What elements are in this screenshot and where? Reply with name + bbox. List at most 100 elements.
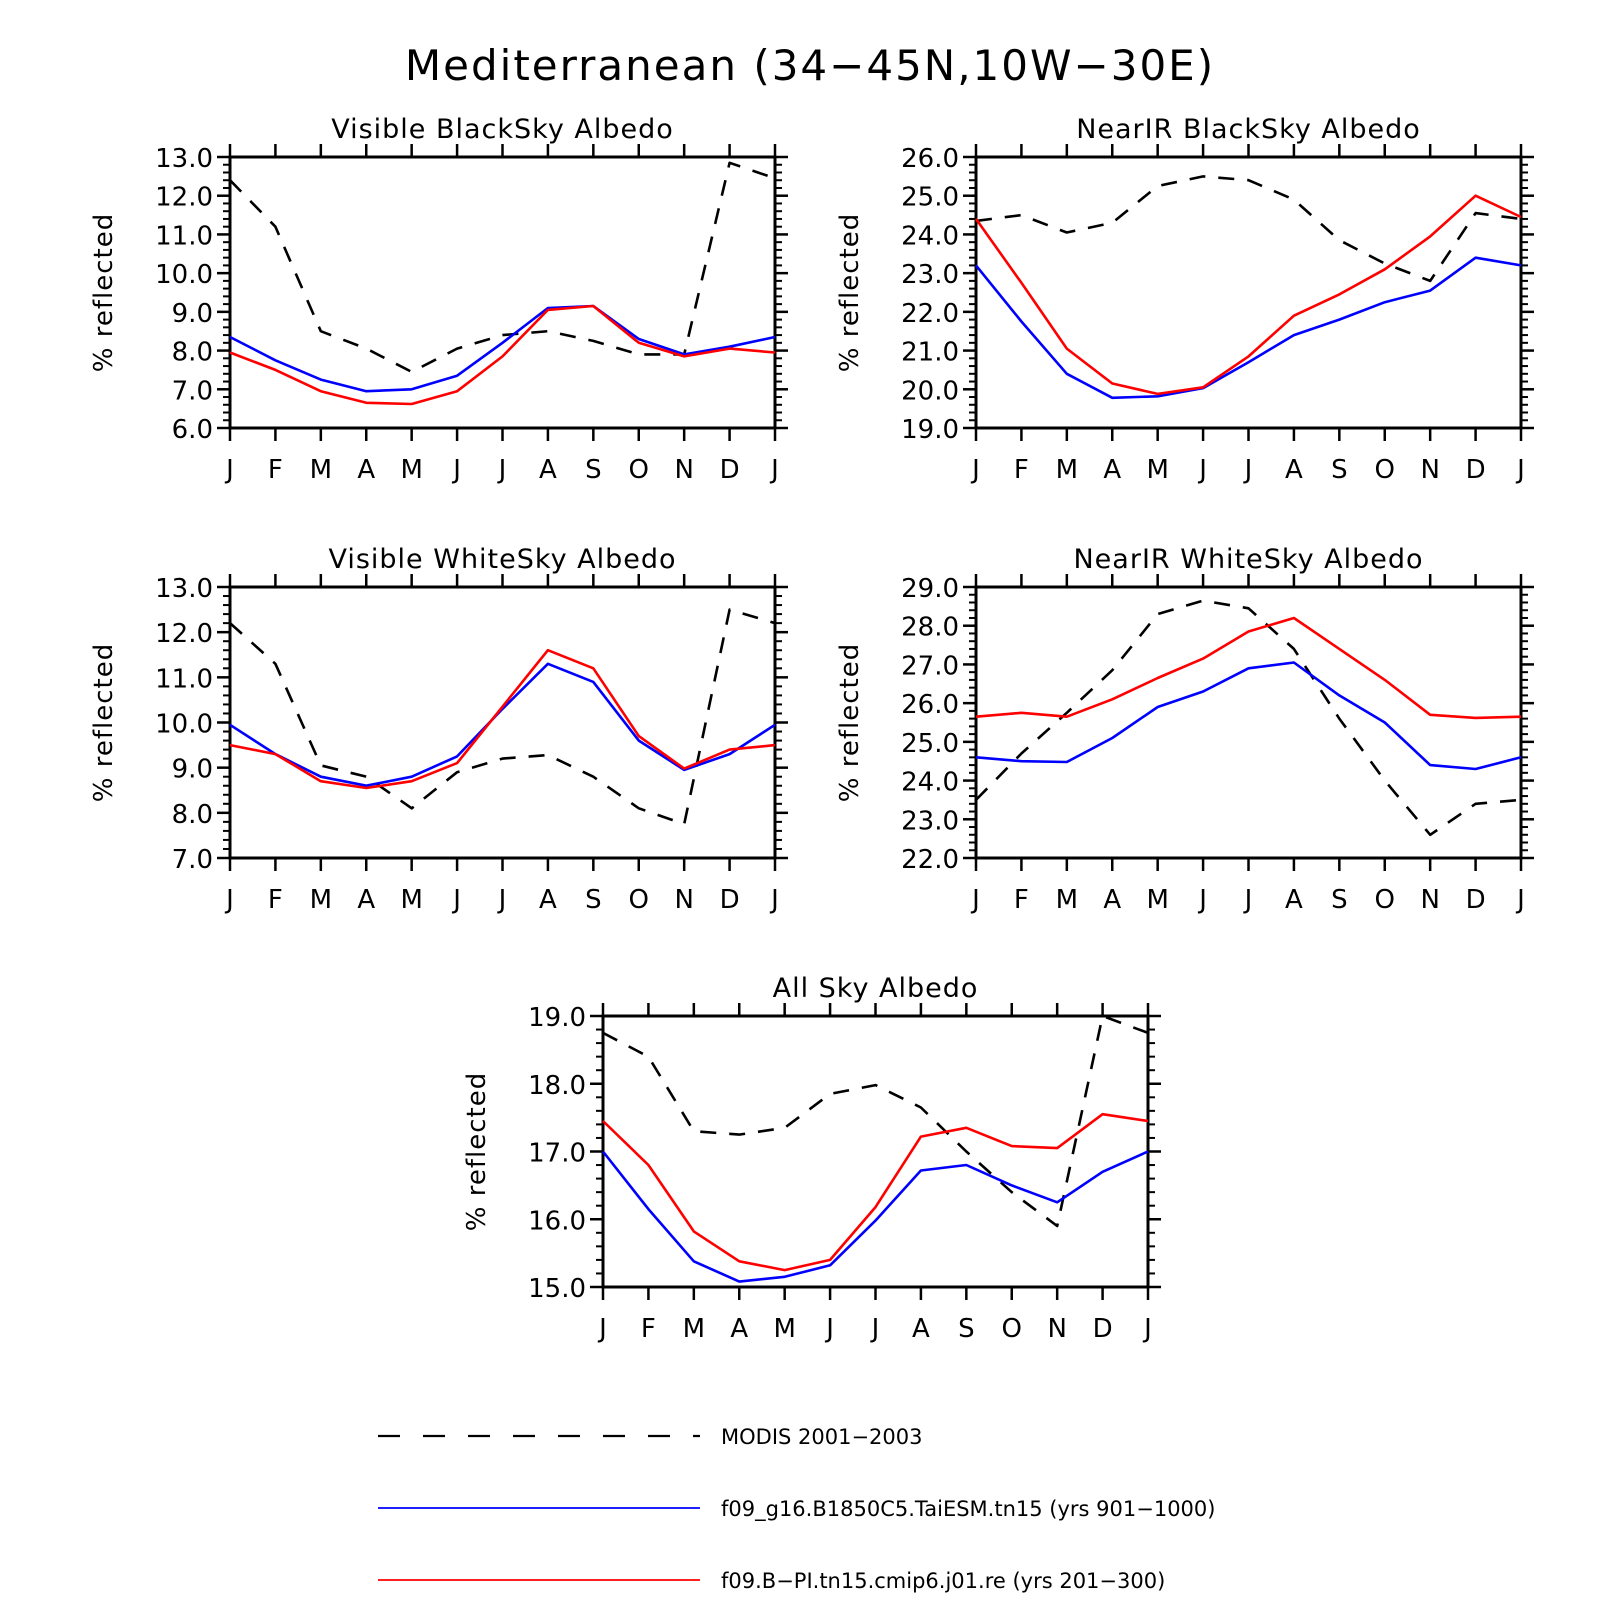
modis-line	[229, 608, 776, 826]
x-tick-label: M	[683, 1314, 705, 1344]
x-tick-label: M	[773, 1314, 795, 1344]
x-tick-label: S	[1331, 455, 1348, 485]
y-tick-label: 9.0	[172, 755, 213, 785]
y-axis-label: % reflected	[835, 643, 865, 802]
x-tick-label: A	[1285, 455, 1303, 485]
legend: MODIS 2001−2003 f09_g16.B1850C5.TaiESM.tn…	[378, 1425, 1215, 1593]
y-tick-label: 25.0	[901, 729, 959, 759]
plot-frame	[974, 585, 1523, 860]
x-tick-label: J	[1243, 455, 1253, 485]
plot-frame	[974, 155, 1523, 430]
y-tick-label: 22.0	[901, 845, 959, 875]
x-tick-label: J	[970, 885, 980, 915]
x-tick-label: A	[357, 885, 375, 915]
legend-label: f09.B−PI.tn15.cmip6.j01.re (yrs 201−300)	[721, 1569, 1165, 1593]
modis-line	[229, 161, 776, 374]
y-tick-label: 12.0	[155, 183, 213, 213]
y-tick-label: 23.0	[901, 260, 959, 290]
x-tick-label: S	[958, 1314, 975, 1344]
y-tick-label: 26.0	[901, 144, 959, 174]
y-tick-label: 21.0	[901, 338, 959, 368]
modis-line	[975, 599, 1522, 837]
x-tick-label: A	[1285, 885, 1303, 915]
x-tick-label: J	[224, 455, 234, 485]
y-axis-label: % reflected	[835, 213, 865, 372]
legend-label: MODIS 2001−2003	[721, 1425, 923, 1449]
y-tick-label: 11.0	[155, 664, 213, 694]
x-tick-label: F	[268, 455, 283, 485]
x-tick-label: J	[497, 455, 507, 485]
x-tick-label: D	[720, 455, 740, 485]
x-tick-label: A	[539, 885, 557, 915]
y-tick-label: 29.0	[901, 574, 959, 604]
x-tick-label: A	[1103, 455, 1121, 485]
x-tick-label: M	[400, 455, 422, 485]
x-tick-label: O	[629, 885, 649, 915]
cmip6-line	[975, 616, 1522, 720]
y-tick-label: 13.0	[155, 574, 213, 604]
y-tick-label: 7.0	[172, 376, 213, 406]
panel-title: Visible WhiteSky Albedo	[328, 544, 676, 575]
taiesm-line	[229, 662, 776, 788]
panel-title: Visible BlackSky Albedo	[331, 114, 674, 145]
x-tick-label: J	[1197, 885, 1207, 915]
x-tick-label: M	[1056, 885, 1078, 915]
x-tick-label: N	[1420, 455, 1439, 485]
y-axis-label: % reflected	[462, 1072, 492, 1231]
y-tick-label: 9.0	[172, 299, 213, 329]
x-tick-label: F	[1014, 455, 1029, 485]
x-tick-label: O	[629, 455, 649, 485]
y-tick-label: 13.0	[155, 144, 213, 174]
taiesm-line	[975, 661, 1522, 771]
y-tick-label: 8.0	[172, 800, 213, 830]
x-tick-label: M	[1146, 885, 1168, 915]
x-tick-label: A	[1103, 885, 1121, 915]
y-axis-label: % reflected	[89, 643, 119, 802]
x-tick-label: A	[730, 1314, 748, 1344]
y-tick-label: 19.0	[528, 1003, 586, 1033]
x-tick-label: J	[1515, 885, 1525, 915]
y-tick-label: 16.0	[528, 1206, 586, 1236]
x-tick-label: F	[641, 1314, 656, 1344]
modis-line	[602, 1014, 1149, 1228]
x-tick-label: O	[1002, 1314, 1022, 1344]
y-tick-label: 24.0	[901, 768, 959, 798]
cmip6-line	[974, 194, 1522, 396]
x-tick-label: J	[1515, 455, 1525, 485]
y-tick-label: 15.0	[528, 1274, 586, 1304]
y-tick-label: 28.0	[901, 613, 959, 643]
x-tick-label: O	[1375, 455, 1395, 485]
panel-title: NearIR WhiteSky Albedo	[1073, 544, 1423, 575]
x-tick-label: M	[400, 885, 422, 915]
cmip6-line	[602, 1112, 1149, 1272]
plot-frame	[601, 1014, 1150, 1289]
x-tick-label: J	[769, 455, 779, 485]
x-tick-label: S	[1331, 885, 1348, 915]
x-tick-label: A	[912, 1314, 930, 1344]
x-tick-label: D	[720, 885, 740, 915]
legend-label: f09_g16.B1850C5.TaiESM.tn15 (yrs 901−100…	[721, 1497, 1215, 1522]
x-tick-label: J	[451, 885, 461, 915]
y-axis-label: % reflected	[89, 213, 119, 372]
x-tick-label: N	[674, 455, 693, 485]
x-tick-label: J	[451, 455, 461, 485]
x-tick-label: N	[674, 885, 693, 915]
x-tick-label: O	[1375, 885, 1395, 915]
y-tick-label: 25.0	[901, 183, 959, 213]
x-tick-label: J	[870, 1314, 880, 1344]
x-tick-label: A	[539, 455, 557, 485]
x-tick-label: D	[1466, 885, 1486, 915]
taiesm-line	[229, 304, 776, 393]
y-tick-label: 26.0	[901, 690, 959, 720]
x-tick-label: J	[1243, 885, 1253, 915]
y-tick-label: 27.0	[901, 651, 959, 681]
y-tick-label: 12.0	[155, 619, 213, 649]
x-tick-label: D	[1093, 1314, 1113, 1344]
x-tick-label: J	[824, 1314, 834, 1344]
figure-title: Mediterranean (34−45N,10W−30E)	[405, 41, 1215, 90]
